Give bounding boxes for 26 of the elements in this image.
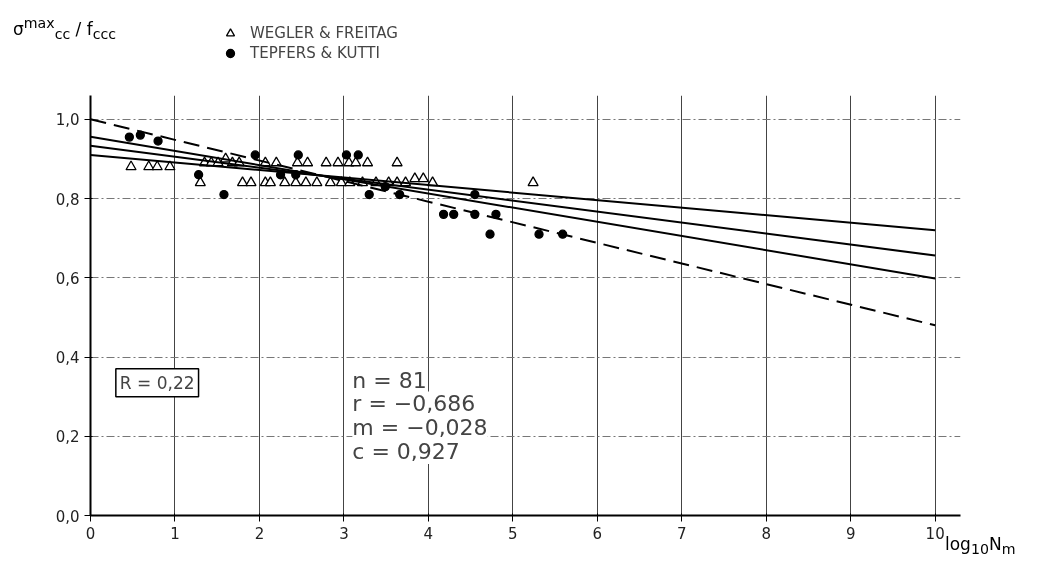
x-tick-label: 9 [845,524,856,543]
legend-label: TEPFERS & KUTTI [250,44,380,62]
x-axis-title: log$_{10}$N$_{m}$ [945,533,1016,560]
x-tick-label: 5 [508,524,518,543]
y-tick-label: 0,0 [55,507,80,526]
annotation: m = −0,028 [352,415,488,441]
y-tick-label: 0,4 [55,349,80,368]
y-axis-title: σ$^{max}$$_{cc}$ / f$_{ccc}$ [13,14,117,45]
x-tick-label: 0 [85,524,96,543]
x-tick-label: 4 [423,524,434,543]
x-tick-label: 10 [925,524,945,543]
x-tick-label: 3 [339,524,349,543]
annotation: c = 0,927 [352,438,460,464]
x-tick-label: 1 [170,524,180,543]
y-tick-label: 0,2 [55,428,80,447]
y-tick-label: 0,8 [55,190,80,209]
annotation: n = 81 [352,367,427,393]
y-tick-label: 0,6 [55,269,80,288]
y-tick-label: 1,0 [55,111,80,130]
legend-label: WEGLER & FREITAG [250,24,398,42]
annotation: r = −0,686 [352,391,476,417]
x-tick-label: 6 [592,524,603,543]
annotation: R = 0,22 [119,372,195,393]
x-tick-label: 7 [676,524,687,543]
x-tick-label: 2 [254,524,265,543]
x-tick-label: 8 [761,524,771,543]
